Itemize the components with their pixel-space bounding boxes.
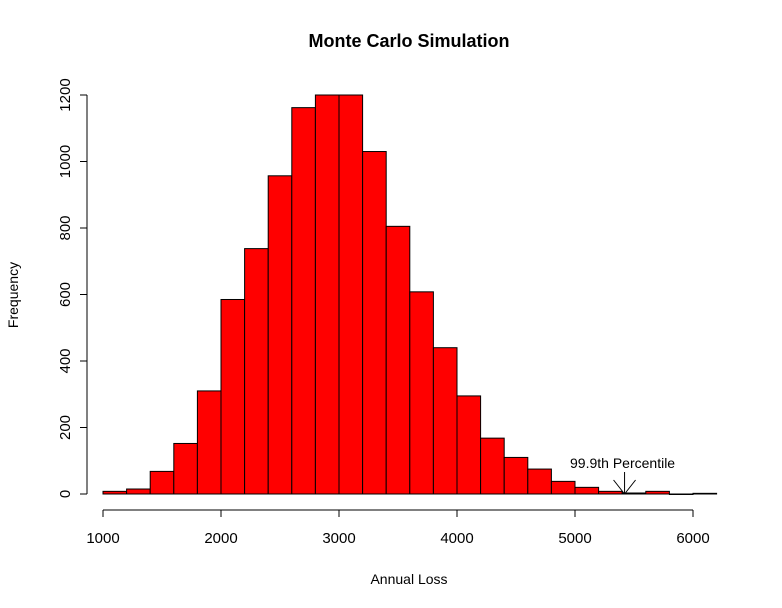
histogram-bar	[102, 490, 128, 495]
x-tick-label: 5000	[558, 530, 591, 547]
histogram-bar	[291, 107, 316, 495]
histogram-bar	[668, 493, 694, 495]
chart-title: Monte Carlo Simulation	[308, 31, 509, 51]
x-tick-label: 4000	[440, 530, 473, 547]
histogram-bar	[314, 94, 340, 495]
histogram-bar	[480, 437, 505, 495]
y-tick-label: 600	[57, 282, 74, 307]
x-tick-label: 2000	[204, 530, 237, 547]
x-axis-label: Annual Loss	[370, 571, 447, 587]
histogram-bar	[574, 486, 600, 495]
annotation-arrow-right	[624, 479, 636, 495]
histogram-bar	[692, 492, 718, 495]
bars-group	[102, 94, 718, 495]
y-tick-label: 1200	[57, 78, 74, 111]
histogram-bar	[267, 175, 293, 495]
histogram-bar	[409, 291, 434, 495]
y-axis-label: Frequency	[5, 262, 21, 328]
x-tick-label: 1000	[86, 530, 119, 547]
y-tick-label: 200	[57, 415, 74, 440]
x-tick-label: 3000	[322, 530, 355, 547]
y-tick-label: 0	[57, 490, 74, 498]
histogram-bar	[338, 94, 364, 495]
annotation-label: 99.9th Percentile	[570, 455, 675, 471]
histogram-bar	[220, 298, 246, 495]
y-axis: 0 200 400 600 800 1000 1200	[57, 78, 88, 498]
histogram-bar	[196, 390, 222, 495]
histogram-bar	[362, 151, 387, 495]
y-tick-label: 400	[57, 348, 74, 373]
x-tick-label: 6000	[676, 530, 709, 547]
histogram-bar	[456, 395, 482, 495]
y-tick-label: 1000	[57, 145, 74, 178]
histogram-bar	[527, 468, 552, 495]
histogram-bar	[385, 225, 411, 495]
histogram-bar	[503, 456, 529, 495]
histogram-bar	[550, 480, 576, 495]
histogram-bar	[432, 347, 458, 495]
histogram-bar	[598, 490, 623, 495]
histogram-bar	[149, 470, 175, 495]
percentile-annotation: 99.9th Percentile	[570, 455, 675, 495]
annotation-arrow-left	[613, 479, 625, 495]
histogram-bar	[244, 248, 269, 495]
histogram-bar	[645, 490, 670, 495]
histogram-bar	[126, 488, 151, 495]
x-axis: 1000 2000 3000 4000 5000 6000	[86, 509, 710, 547]
y-tick-label: 800	[57, 215, 74, 240]
histogram-bar	[173, 442, 198, 495]
